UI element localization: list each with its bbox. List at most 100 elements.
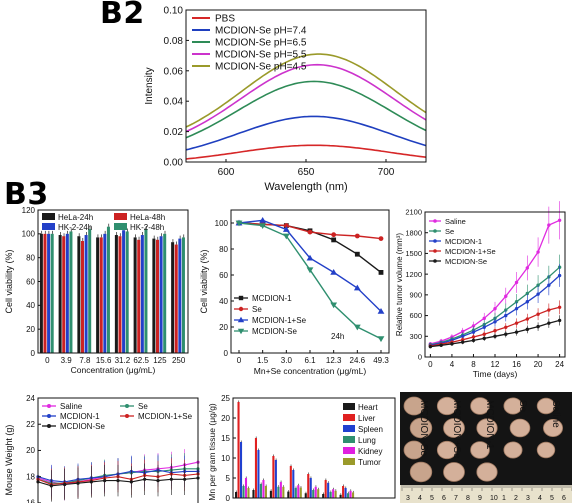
data-point	[514, 280, 519, 285]
y-tick-label: 15	[221, 434, 230, 443]
y-tick-label: 0	[31, 349, 36, 358]
bar	[88, 229, 92, 353]
y-tick-label: 0.08	[164, 36, 184, 47]
x-axis-label: Wavelength (nm)	[264, 181, 347, 193]
x-tick-label: 8	[471, 360, 476, 369]
bar	[122, 230, 126, 353]
data-point	[536, 324, 540, 329]
y-tick-label: 1500	[405, 249, 422, 258]
data-point	[49, 484, 53, 488]
y-tick-label: 0	[226, 494, 231, 503]
bar	[152, 238, 156, 353]
legend-marker	[433, 239, 437, 243]
tumor	[436, 396, 458, 416]
ruler-label: 3	[406, 495, 410, 502]
data-point	[259, 217, 267, 223]
y-tick-label: 1800	[405, 228, 422, 237]
legend-label: Saline	[445, 217, 466, 226]
bar	[334, 490, 337, 498]
y-tick-label: 18	[26, 472, 35, 481]
data-point	[471, 335, 476, 339]
data-point	[439, 343, 443, 347]
data-point	[460, 338, 465, 342]
tumor-photo: MCDION-Se MCDION+Se MCDION-1 Se Saline 3 4 5 6 7 8…	[400, 392, 572, 503]
y-tick-label: 24	[26, 394, 35, 403]
legend-label: HK-2-48h	[130, 223, 164, 232]
legend-swatch	[343, 458, 355, 465]
data-point	[353, 284, 361, 291]
legend-label: MCDION-Se pH=5.5	[215, 50, 307, 61]
data-point	[63, 482, 67, 487]
y-tick-label: 22	[26, 420, 35, 429]
legend-label: MCDION-Se	[252, 327, 297, 336]
bar	[58, 235, 62, 353]
bar	[327, 482, 330, 498]
tumor	[542, 418, 563, 438]
legend-marker	[433, 259, 437, 263]
group-label: MCDION-1	[484, 400, 495, 450]
x-axis-label: Concentration (μg/mL)	[71, 365, 156, 375]
legend-swatch	[343, 425, 355, 432]
y-tick-label: 120	[22, 206, 36, 215]
chart-b3-tumor-volume: 0 300 600 900 1200 1500 1800 2100 0 4 8 12 16 20 24 Tim…	[395, 201, 566, 379]
y-tick-label: 0.04	[164, 97, 184, 108]
x-tick-label: 0	[45, 356, 50, 365]
data-point	[282, 226, 290, 232]
y-tick-label: 20	[221, 414, 230, 423]
data-point	[143, 477, 147, 481]
tumor	[476, 418, 498, 438]
data-point	[378, 236, 384, 241]
ruler-label: 3	[526, 495, 530, 502]
tumor	[503, 397, 523, 415]
bar	[77, 236, 81, 353]
data-point	[482, 336, 486, 341]
legend-marker	[433, 229, 437, 233]
y-tick-label: 300	[409, 332, 422, 341]
data-point	[525, 300, 530, 304]
bar	[47, 233, 51, 353]
y-tick-label: 16	[26, 499, 35, 503]
legend-label: Spleen	[358, 425, 383, 434]
tumor	[403, 440, 425, 460]
y-tick-label: 100	[215, 219, 229, 228]
y-tick-label: 900	[409, 290, 422, 299]
legend-label: HeLa-24h	[58, 213, 93, 222]
data-point	[525, 327, 530, 332]
bar	[137, 239, 141, 353]
data-point	[504, 332, 508, 336]
y-tick-label: 40	[219, 297, 228, 306]
data-point	[536, 292, 540, 296]
legend-swatch	[343, 414, 355, 421]
y-tick-label: 0.02	[164, 127, 184, 138]
legend-swatch	[343, 403, 355, 410]
bar	[262, 480, 265, 498]
ruler-label: 1	[502, 495, 506, 502]
ruler	[400, 485, 572, 503]
y-tick-label: 0	[224, 349, 229, 358]
panel-label-b2: B2	[100, 0, 145, 31]
legend-swatch	[343, 436, 355, 443]
y-tick-label: 0.00	[164, 158, 184, 169]
x-tick-label: 15.6	[96, 356, 112, 365]
tumor	[536, 397, 556, 415]
data-point	[330, 302, 338, 309]
bar	[140, 235, 144, 353]
bar	[103, 233, 107, 353]
tumor	[403, 396, 425, 416]
legend-label: Kidney	[358, 447, 382, 456]
y-tick-label: 20	[26, 325, 35, 334]
x-tick-label: 24.6	[350, 356, 366, 365]
bar	[344, 488, 347, 498]
bar	[174, 244, 178, 353]
bar	[252, 490, 255, 498]
legend-label: Liver	[358, 414, 376, 423]
bar	[62, 236, 66, 353]
data-point	[183, 477, 187, 481]
data-point	[482, 325, 486, 330]
y-tick-label: 80	[219, 245, 228, 254]
data-point	[460, 329, 465, 334]
data-point	[525, 317, 530, 321]
ruler-label: 5	[550, 495, 554, 502]
bar	[106, 226, 110, 353]
series-line	[185, 115, 427, 151]
